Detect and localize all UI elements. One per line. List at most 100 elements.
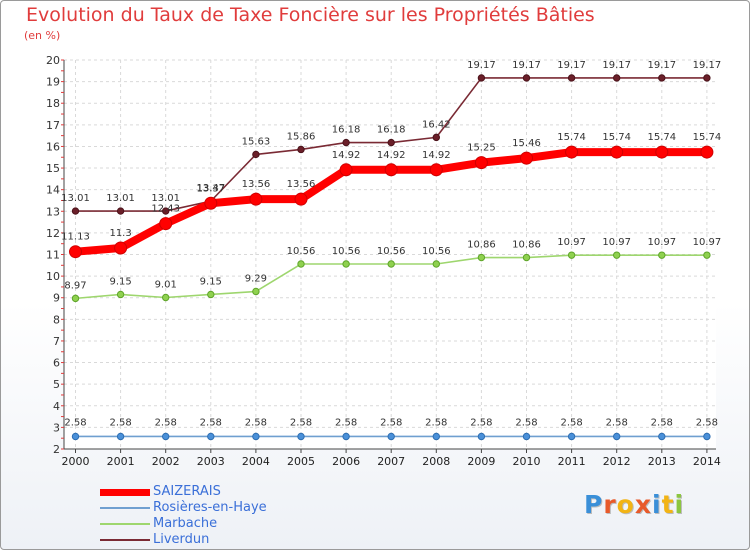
data-label-1: 2.58 [109, 417, 131, 428]
data-point-2 [432, 260, 440, 268]
data-point-3 [522, 74, 531, 82]
data-label-3: 13.47 [196, 183, 225, 194]
legend-swatch-liverdun [100, 539, 150, 541]
x-tick-label: 2001 [107, 455, 135, 468]
data-point-0 [384, 163, 398, 177]
data-label-1: 2.58 [606, 417, 628, 428]
data-label-0: 15.74 [557, 132, 586, 143]
data-point-0 [114, 241, 128, 255]
data-label-2: 10.97 [693, 237, 722, 248]
data-point-1 [71, 432, 80, 441]
data-label-0: 12.43 [151, 204, 180, 215]
data-label-3: 16.18 [377, 125, 406, 136]
data-point-0 [565, 145, 579, 159]
legend-label-marbache: Marbache [153, 516, 218, 531]
data-point-2 [342, 260, 350, 268]
data-point-2 [522, 253, 531, 262]
data-point-2 [252, 287, 260, 296]
data-label-0: 15.74 [647, 132, 676, 143]
y-tick-label: 7 [53, 335, 60, 348]
data-label-0: 15.46 [512, 138, 541, 149]
data-label-2: 9.01 [155, 280, 177, 291]
data-label-3: 16.42 [422, 119, 451, 130]
data-point-1 [658, 432, 666, 441]
data-label-0: 14.92 [332, 150, 361, 161]
data-point-2 [71, 294, 80, 303]
data-label-0: 11.3 [109, 228, 131, 239]
y-tick-label: 6 [53, 357, 60, 370]
data-label-3: 13.01 [106, 193, 135, 204]
data-point-0 [520, 151, 533, 165]
y-tick-label: 5 [53, 378, 60, 391]
x-tick-label: 2011 [558, 455, 586, 468]
data-point-1 [387, 432, 395, 441]
data-point-3 [162, 207, 170, 215]
data-label-2: 10.97 [557, 237, 586, 248]
x-tick-label: 2007 [377, 455, 405, 468]
logo-letter: o [616, 490, 635, 519]
y-tick-label: 19 [46, 76, 60, 89]
data-label-1: 2.58 [560, 417, 582, 428]
data-label-3: 19.17 [602, 60, 631, 71]
data-label-3: 15.86 [287, 131, 316, 142]
y-tick-label: 8 [53, 313, 60, 326]
data-point-1 [116, 432, 125, 441]
y-tick-label: 13 [46, 205, 60, 218]
data-point-1 [207, 432, 215, 441]
data-point-3 [432, 133, 440, 142]
data-point-3 [252, 150, 260, 159]
data-point-2 [116, 290, 125, 299]
data-label-1: 2.58 [651, 417, 673, 428]
data-label-0: 15.25 [467, 143, 496, 154]
data-point-2 [162, 293, 170, 302]
data-label-3: 16.18 [332, 125, 361, 136]
data-point-1 [613, 432, 621, 441]
data-point-0 [159, 217, 173, 231]
data-point-1 [432, 432, 440, 441]
data-label-0: 13.56 [242, 179, 271, 190]
data-point-0 [474, 156, 488, 170]
data-point-3 [116, 207, 125, 215]
data-label-0: 11.13 [61, 232, 90, 243]
data-label-2: 8.97 [64, 280, 86, 291]
data-point-0 [655, 145, 669, 159]
data-label-1: 2.58 [245, 417, 267, 428]
y-tick-label: 11 [46, 249, 60, 262]
data-point-3 [567, 74, 576, 82]
x-tick-label: 2012 [603, 455, 631, 468]
data-label-0: 13.56 [287, 179, 316, 190]
y-tick-label: 16 [46, 140, 60, 153]
data-point-0 [429, 163, 443, 177]
data-label-2: 9.15 [200, 276, 222, 287]
data-label-2: 10.56 [422, 246, 451, 257]
x-tick-label: 2003 [197, 455, 225, 468]
data-point-2 [567, 251, 576, 259]
data-label-2: 10.86 [467, 240, 496, 251]
data-label-2: 9.15 [109, 276, 131, 287]
data-label-3: 19.17 [557, 60, 586, 71]
data-label-2: 10.86 [512, 240, 541, 251]
data-label-3: 19.17 [693, 60, 722, 71]
y-tick-label: 18 [46, 97, 60, 110]
y-tick-label: 10 [46, 270, 60, 283]
y-tick-label: 12 [46, 227, 60, 240]
data-point-1 [162, 432, 170, 441]
data-point-2 [387, 260, 395, 268]
data-label-1: 2.58 [290, 417, 312, 428]
data-point-2 [297, 260, 305, 268]
data-point-3 [71, 207, 80, 215]
x-tick-label: 2002 [152, 455, 180, 468]
data-point-0 [249, 192, 263, 206]
legend-swatch-saizerais [100, 489, 150, 496]
data-point-1 [477, 432, 486, 441]
logo-letter: P [584, 490, 604, 519]
data-label-1: 2.58 [425, 417, 447, 428]
data-point-0 [204, 196, 218, 210]
legend-swatch-rosieres [100, 507, 150, 509]
y-tick-label: 15 [46, 162, 60, 175]
y-axis-unit-label: (en %) [24, 29, 61, 42]
data-label-3: 13.01 [61, 193, 90, 204]
data-label-2: 10.56 [377, 246, 406, 257]
data-point-1 [567, 432, 576, 441]
